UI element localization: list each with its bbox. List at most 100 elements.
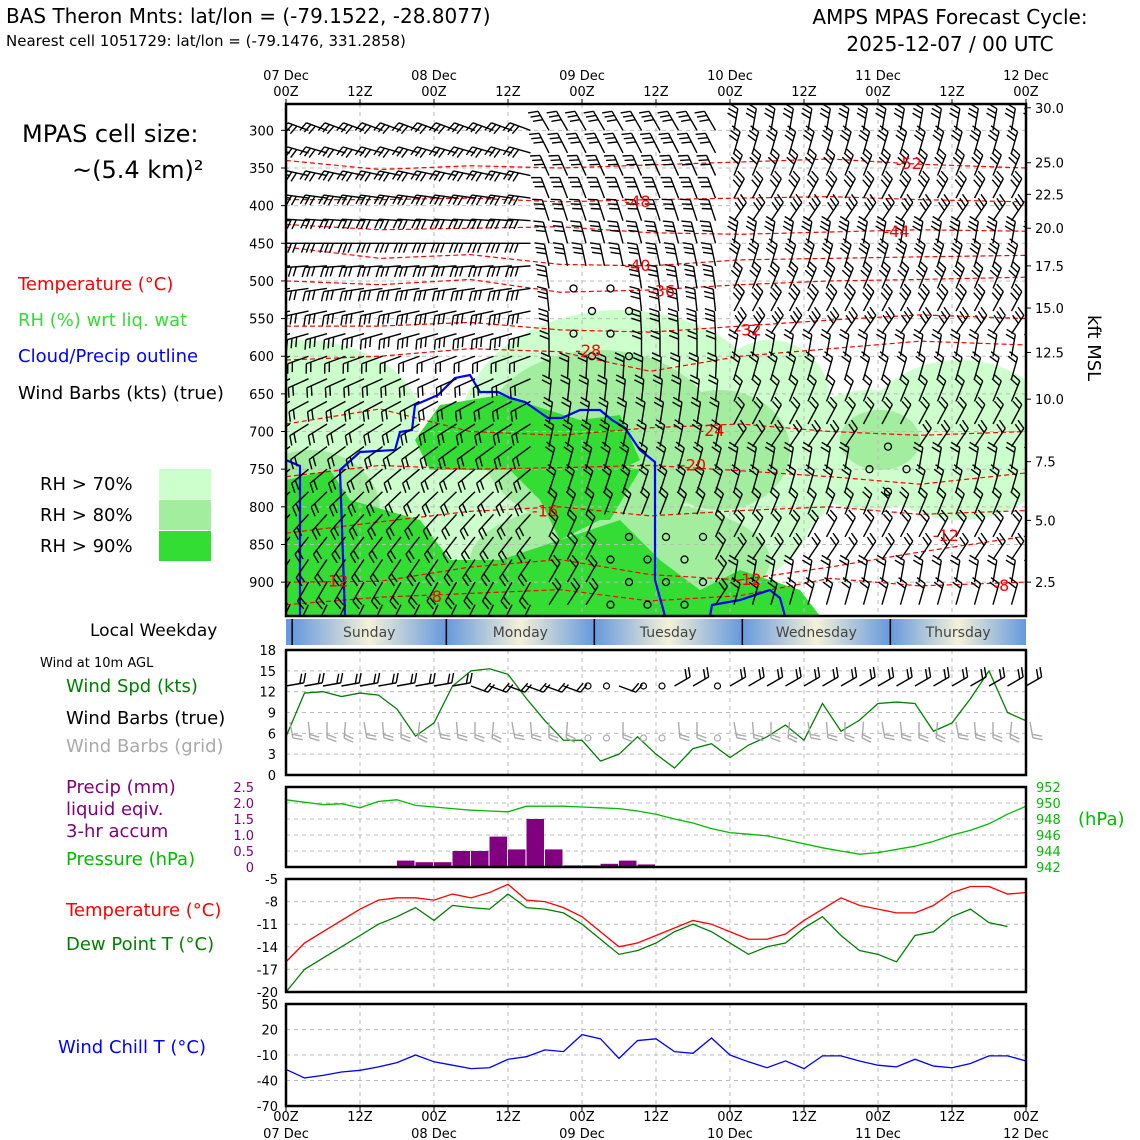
wind-barb: [737, 170, 745, 180]
wind-barb-grid: [440, 737, 451, 741]
wind-barb: [347, 491, 365, 508]
wind-barb: [733, 244, 741, 267]
wind-barb: [659, 486, 669, 495]
wind-barb: [807, 404, 819, 425]
wind-barb: [685, 295, 696, 300]
wind-barb: [490, 332, 513, 341]
wind-barb: [785, 129, 795, 138]
wind-barb: [788, 560, 795, 583]
wind-barb: [546, 110, 557, 114]
wind-barb: [1029, 379, 1036, 386]
pressure-tick-label: 500: [249, 275, 274, 290]
windchill-ytick-label: -40: [257, 1075, 278, 1090]
wind-barb: [638, 289, 643, 312]
wind-barb: [640, 464, 649, 472]
wind-barb: [770, 517, 782, 538]
wind-barb: [307, 314, 311, 325]
pressure-tick-label: 750: [249, 463, 274, 478]
wind-barb: [931, 333, 941, 340]
wind-barb: [487, 604, 495, 616]
wind-barb: [980, 419, 988, 429]
wind-barb: [973, 292, 981, 301]
wind-barb: [585, 562, 598, 583]
weekday-label: Sunday: [343, 625, 395, 641]
wind-barb: [751, 517, 764, 538]
wind-barb: [331, 479, 337, 490]
wind-barb: [667, 307, 678, 313]
wind-barb: [1010, 404, 1023, 425]
wind-barb: [398, 146, 420, 154]
wind-barb: [497, 313, 501, 324]
wind-barb: [788, 178, 801, 199]
wind-barb: [769, 491, 778, 499]
wind-barb: [864, 400, 873, 410]
wind-barb: [954, 292, 963, 301]
wind-barb: [936, 315, 951, 335]
wind-barb: [973, 315, 988, 335]
wind-barb-true: [542, 684, 551, 693]
wind-barb: [402, 219, 408, 230]
wind-barb: [266, 292, 268, 302]
wind-barb: [916, 577, 926, 585]
wind-barb: [323, 195, 330, 205]
wind-barb: [903, 283, 912, 293]
wind-barb-true: [1035, 668, 1039, 680]
wind-barb: [650, 155, 661, 176]
wind-barb: [322, 339, 326, 350]
wind-barb: [345, 149, 353, 158]
wind-barb-grid: [958, 733, 969, 737]
wind-barb: [1030, 335, 1034, 357]
wind-barb: [752, 147, 762, 156]
wind-barb: [363, 314, 367, 325]
wind-barb: [652, 379, 663, 385]
wind-barb: [987, 446, 997, 453]
wind-barb: [326, 435, 330, 446]
wind-barb: [783, 107, 793, 115]
wind-barb: [1006, 554, 1016, 562]
wind-barb: [533, 141, 544, 144]
wind-barb: [293, 513, 310, 532]
wind-barb: [687, 330, 698, 335]
wind-barb: [491, 122, 513, 132]
wind-barb: [765, 247, 775, 255]
pressure-tick-label: 350: [249, 162, 274, 177]
wind-barb: [508, 195, 515, 205]
wind-barb: [472, 146, 494, 154]
wind-barb: [765, 134, 775, 142]
wind-barb-grid: [936, 733, 946, 740]
wind-barb: [770, 131, 778, 154]
wind-barb: [771, 486, 780, 495]
wind-barb: [568, 159, 580, 162]
wind-barb: [422, 513, 439, 532]
wind-barb: [435, 332, 457, 341]
wind-barb: [665, 264, 676, 268]
wind-barb: [932, 554, 942, 562]
wind-barb: [955, 108, 961, 131]
wind-barb-true: [359, 682, 378, 687]
bottom-hour-label: 00Z: [569, 1110, 595, 1125]
wind-barb: [390, 573, 398, 583]
wind-barb: [569, 118, 580, 122]
wind-barb: [474, 435, 478, 446]
wind-barb: [376, 604, 384, 616]
wind-barb: [628, 268, 639, 273]
wind-barb: [305, 219, 311, 229]
wind-barb: [475, 196, 482, 206]
wind-barb: [548, 516, 559, 538]
wind-barb: [733, 404, 745, 425]
wind-barb: [456, 125, 464, 135]
calm-wind-marker: [883, 487, 893, 496]
wind-barb: [973, 265, 982, 274]
wind-barb: [770, 404, 782, 425]
wind-barb: [788, 315, 803, 335]
wind-barb-true: [692, 676, 709, 687]
wind-barb: [676, 491, 686, 499]
wind-barb: [400, 125, 409, 135]
wind-barb: [758, 193, 766, 203]
wind-barb: [480, 503, 486, 514]
wind-barb: [472, 243, 477, 253]
wind-barb: [276, 314, 278, 324]
wind-barb: [727, 225, 737, 232]
wind-barb: [730, 156, 740, 165]
wind-barb: [916, 125, 926, 133]
